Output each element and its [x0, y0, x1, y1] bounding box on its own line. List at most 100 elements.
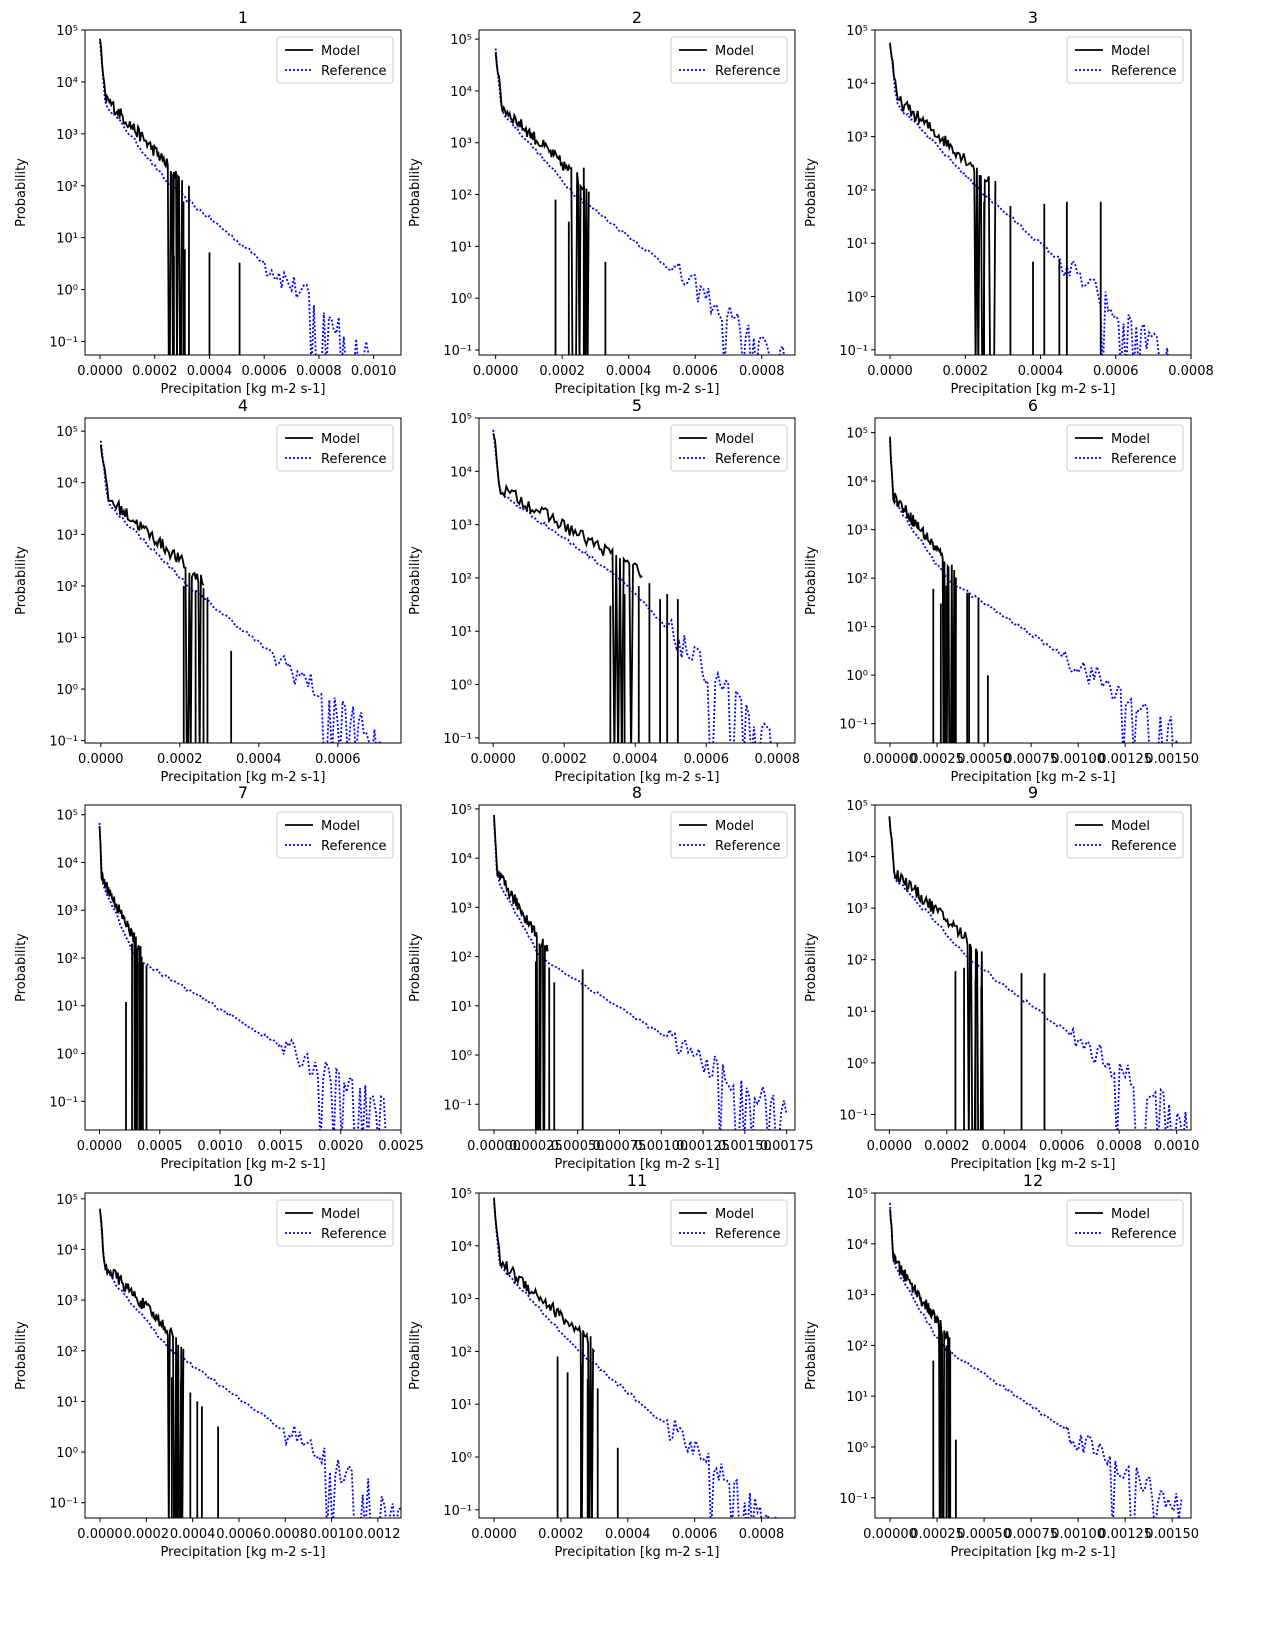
x-axis-label: Precipitation [kg m-2 s-1] — [951, 770, 1116, 785]
legend-reference-label: Reference — [1111, 452, 1176, 467]
x-tick-label: 0.0006 — [241, 364, 287, 379]
legend-reference-label: Reference — [715, 64, 780, 79]
y-tick-label: 10⁴ — [450, 85, 472, 100]
y-tick-label: 10² — [450, 572, 472, 587]
legend-model-label: Model — [1111, 432, 1150, 447]
x-tick-label: 0.0004 — [236, 752, 282, 767]
panel-title: 6 — [1028, 396, 1038, 415]
x-tick-label: 0.00100 — [634, 1139, 688, 1154]
legend-box — [670, 36, 788, 84]
x-tick-label: 0.0006 — [1093, 364, 1139, 379]
y-tick-label: 10⁻¹ — [839, 718, 868, 733]
plot-frame — [478, 804, 796, 1131]
y-tick-label: 10³ — [846, 1289, 868, 1304]
x-tick-label: 0.00025 — [910, 752, 964, 767]
legend-box — [276, 424, 394, 472]
y-tick-label: 10⁵ — [450, 412, 472, 427]
model-line — [889, 436, 957, 743]
subplot-9: 0.0000 0.0002 0.0004 0.0006 0.0008 0.0010 10⁻¹… — [804, 783, 1199, 1172]
y-tick-label: 10³ — [450, 1293, 472, 1308]
subplot-12: 0.000000.000250.000500.000750.001000.001… — [804, 1171, 1199, 1560]
x-tick-label: 0.0000 — [470, 752, 516, 767]
y-tick-label: 10⁰ — [846, 291, 868, 306]
x-tick-label: 0.00125 — [676, 1139, 730, 1154]
x-tick-label: 0.0005 — [137, 1139, 183, 1154]
x-tick-label: 0.00000 — [863, 752, 917, 767]
legend-model-label: Model — [321, 432, 360, 447]
x-tick-label: 0.0002 — [943, 364, 989, 379]
x-tick-label: 0.0008 — [739, 1527, 785, 1542]
subplot-11: 0.0000 0.0002 0.0004 0.0006 0.0008 10⁻¹ 10⁰ 10¹… — [408, 1171, 796, 1560]
x-tick-label: 0.0000 — [78, 752, 124, 767]
y-axis-label: Probability — [14, 546, 29, 615]
x-tick-label: 0.00075 — [593, 1139, 647, 1154]
model-line — [888, 816, 984, 1130]
x-tick-label: 0.00050 — [551, 1139, 605, 1154]
y-tick-label: 10² — [56, 952, 78, 967]
x-tick-label: 0.00000 — [863, 1527, 917, 1542]
x-tick-label: 0.0002 — [538, 1527, 584, 1542]
y-tick-label: 10³ — [56, 528, 78, 543]
panel-title: 11 — [627, 1171, 647, 1190]
x-axis-label: Precipitation [kg m-2 s-1] — [555, 1545, 720, 1560]
x-tick-label: 0.00150 — [718, 1139, 772, 1154]
plot-frame — [478, 29, 796, 356]
plot-frame — [84, 1192, 402, 1519]
model-line — [99, 1209, 185, 1518]
legend-model-label: Model — [1111, 44, 1150, 59]
x-axis-label: Precipitation [kg m-2 s-1] — [161, 770, 326, 785]
legend-reference-label: Reference — [321, 452, 386, 467]
y-tick-label: 10¹ — [450, 625, 472, 640]
y-tick-label: 10⁴ — [450, 852, 472, 867]
y-tick-label: 10³ — [450, 137, 472, 152]
y-tick-label: 10² — [450, 951, 472, 966]
x-tick-label: 0.0004 — [605, 1527, 651, 1542]
legend-model-label: Model — [321, 44, 360, 59]
model-line — [98, 825, 143, 1130]
y-tick-label: 10⁰ — [56, 1048, 78, 1063]
y-tick-label: 10¹ — [450, 1000, 472, 1015]
x-tick-label: 0.00050 — [957, 752, 1011, 767]
x-tick-label: 0.0010 — [1154, 1139, 1200, 1154]
legend-box — [670, 1199, 788, 1247]
y-tick-label: 10⁻¹ — [49, 336, 78, 351]
y-tick-label: 10⁰ — [846, 1057, 868, 1072]
y-tick-label: 10¹ — [56, 1395, 78, 1410]
y-axis-label: Probability — [408, 933, 423, 1002]
x-tick-label: 0.0008 — [1096, 1139, 1142, 1154]
legend-box — [276, 811, 394, 859]
panel-title: 7 — [238, 783, 248, 802]
x-tick-label: 0.0002 — [132, 364, 178, 379]
x-tick-label: 0.0002 — [157, 752, 203, 767]
x-tick-label: 0.0006 — [315, 752, 361, 767]
x-tick-label: 0.0006 — [683, 752, 729, 767]
x-axis-label: Precipitation [kg m-2 s-1] — [161, 1545, 326, 1560]
y-tick-label: 10⁴ — [450, 1240, 472, 1255]
model-line — [492, 433, 643, 743]
x-tick-label: 0.0008 — [262, 1527, 308, 1542]
panel-title: 3 — [1028, 8, 1038, 27]
x-tick-label: 0.0010 — [351, 364, 397, 379]
x-tick-label: 0.0000 — [77, 1527, 123, 1542]
legend-box — [1066, 424, 1184, 472]
x-tick-label: 0.0004 — [982, 1139, 1028, 1154]
y-tick-label: 10⁻¹ — [443, 1098, 472, 1113]
y-tick-label: 10⁴ — [846, 1238, 868, 1253]
y-tick-label: 10⁵ — [846, 427, 868, 442]
x-tick-label: 0.00125 — [1098, 752, 1152, 767]
x-tick-label: 0.0002 — [124, 1527, 170, 1542]
y-axis-label: Probability — [408, 546, 423, 615]
legend-model-label: Model — [321, 819, 360, 834]
legend-model-label: Model — [321, 1207, 360, 1222]
plot-frame — [478, 1192, 796, 1519]
model-line — [493, 814, 549, 1130]
y-tick-label: 10⁻¹ — [49, 735, 78, 750]
x-tick-label: 0.0004 — [612, 752, 658, 767]
y-tick-label: 10⁵ — [56, 1193, 78, 1208]
subplot-3: 0.0000 0.0002 0.0004 0.0006 0.0008 10⁻¹ 10⁰ 10¹… — [804, 8, 1214, 397]
y-tick-label: 10³ — [846, 524, 868, 539]
plot-frame — [84, 804, 402, 1131]
reference-line — [99, 440, 382, 743]
y-tick-label: 10³ — [450, 519, 472, 534]
subplot-2: 0.0000 0.0002 0.0004 0.0006 0.0008 10⁻¹ 10⁰ 10¹… — [408, 8, 796, 397]
